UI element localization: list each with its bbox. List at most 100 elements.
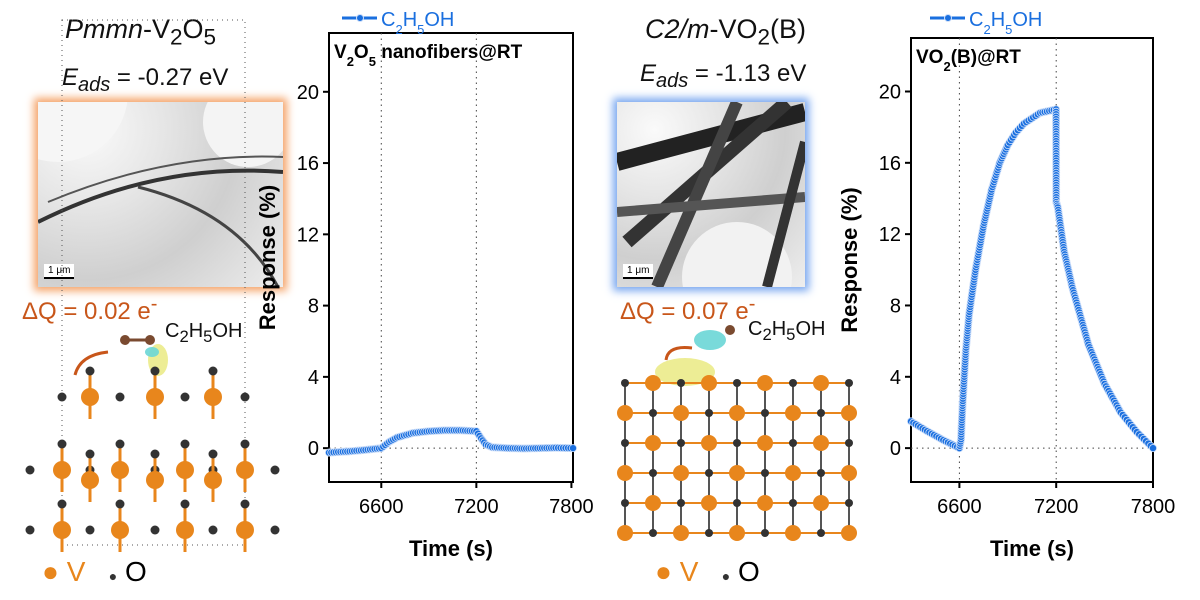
- scale-bar: 1 μm: [44, 264, 75, 279]
- vanadium-atom: [701, 375, 717, 391]
- vanadium-atom: [813, 375, 829, 391]
- panel1-charge-transfer: ΔQ = 0.02 e-: [22, 293, 158, 325]
- vanadium-atom: [236, 461, 254, 479]
- atom-legend-1: ● V ● O: [42, 556, 147, 587]
- oxygen-atom: [677, 439, 685, 447]
- x-axis-label: Time (s): [409, 536, 493, 561]
- charge-transfer-arrow: [664, 346, 693, 361]
- oxygen-atom: [180, 392, 190, 402]
- vanadium-atom: [701, 495, 717, 511]
- vanadium-atom: [673, 405, 689, 421]
- oxygen-atom: [25, 465, 35, 475]
- vanadium-atom: [617, 405, 633, 421]
- oxygen-atom: [621, 379, 629, 387]
- y-axis-label: Response (%): [837, 187, 862, 332]
- oxygen-atom: [761, 529, 769, 537]
- oxygen-atom: [677, 499, 685, 507]
- plot-frame: [910, 37, 1154, 483]
- vanadium-atom: [841, 525, 857, 541]
- y-tick-label: 4: [890, 367, 901, 389]
- oxygen-atom: [761, 409, 769, 417]
- oxygen-atom: [845, 439, 853, 447]
- chart-title: V2O5 nanofibers@RT: [334, 42, 523, 69]
- oxygen-atom: [705, 469, 713, 477]
- vanadium-atom: [617, 525, 633, 541]
- oxygen-atom: [57, 499, 67, 509]
- panel2-tem-image: 1 μm: [617, 102, 805, 287]
- oxygen-atom: [789, 379, 797, 387]
- oxygen-atom: [240, 499, 250, 509]
- vanadium-atom: [673, 465, 689, 481]
- plot-frame: [328, 32, 574, 483]
- vanadium-atom: [617, 465, 633, 481]
- x-tick-label: 7800: [549, 496, 594, 518]
- oxygen-atom: [25, 525, 35, 535]
- data-point: [1149, 444, 1158, 453]
- y-axis-label: Response (%): [255, 185, 280, 330]
- oxygen-atom: [733, 439, 741, 447]
- oxygen-atom: [733, 499, 741, 507]
- legend-marker: [356, 14, 364, 22]
- vanadium-atom: [729, 405, 745, 421]
- vanadium-atom: [111, 521, 129, 539]
- panel1-title: Pmmn-V2O5: [65, 14, 217, 50]
- chart-1: 0 4 8 12 16 20 6600 7200 7800 Time (s) Response (%…: [255, 9, 594, 561]
- oxygen-atom: [845, 379, 853, 387]
- oxygen-atom: [85, 525, 95, 535]
- x-tick-label: 7200: [454, 496, 499, 518]
- x-tick-label: 6600: [937, 496, 982, 518]
- x-tick-label: 7200: [1034, 496, 1079, 518]
- oxygen-atom: [649, 469, 657, 477]
- oxygen-atom: [240, 439, 250, 449]
- oxygen-atom: [150, 449, 160, 459]
- oxygen-atom: [789, 439, 797, 447]
- y-tick-label: 20: [297, 82, 319, 104]
- y-tick-label: 8: [890, 295, 901, 317]
- oxygen-atom: [621, 499, 629, 507]
- y-tick-label: 4: [308, 367, 319, 389]
- oxygen-atom: [705, 529, 713, 537]
- charge-density: [694, 330, 726, 350]
- vanadium-atom: [236, 521, 254, 539]
- panel2-crystal-structure: [617, 325, 857, 541]
- panel2-title: C2/m-VO2(B): [645, 14, 807, 50]
- oxygen-atom: [270, 525, 280, 535]
- vanadium-atom: [176, 521, 194, 539]
- oxygen-atom: [649, 409, 657, 417]
- vanadium-atom: [645, 495, 661, 511]
- oxygen-atom: [621, 439, 629, 447]
- y-tick-label: 0: [890, 438, 901, 460]
- panel2-charge-transfer: ΔQ = 0.07 e-: [620, 293, 756, 325]
- vanadium-atom: [757, 375, 773, 391]
- vanadium-atom: [645, 375, 661, 391]
- unit-cell-outline: [61, 19, 246, 546]
- oxygen-atom: [208, 366, 218, 376]
- vanadium-atom: [701, 435, 717, 451]
- oxygen-atom: [208, 449, 218, 459]
- vanadium-atom: [785, 465, 801, 481]
- oxygen-atom: [817, 529, 825, 537]
- vanadium-atom: [53, 461, 71, 479]
- oxygen-atom: [817, 469, 825, 477]
- vanadium-atom: [81, 388, 99, 406]
- vanadium-atom: [813, 495, 829, 511]
- oxygen-atom: [150, 366, 160, 376]
- panel1-crystal-structure: [25, 19, 280, 552]
- panel1-molecule-label: C2H5OH: [165, 320, 243, 346]
- vanadium-atom: [785, 525, 801, 541]
- oxygen-atom: [705, 409, 713, 417]
- x-tick-label: 7800: [1131, 496, 1176, 518]
- vanadium-atom: [204, 388, 222, 406]
- oxygen-atom: [789, 499, 797, 507]
- y-tick-label: 20: [879, 81, 901, 103]
- vanadium-atom: [673, 525, 689, 541]
- chart-title: VO2(B)@RT: [916, 47, 1021, 74]
- oxygen-atom: [57, 439, 67, 449]
- charge-density: [145, 347, 159, 357]
- vanadium-atom: [146, 388, 164, 406]
- vanadium-atom: [111, 461, 129, 479]
- y-tick-label: 0: [308, 438, 319, 460]
- vanadium-atom: [204, 471, 222, 489]
- oxygen-atom: [115, 499, 125, 509]
